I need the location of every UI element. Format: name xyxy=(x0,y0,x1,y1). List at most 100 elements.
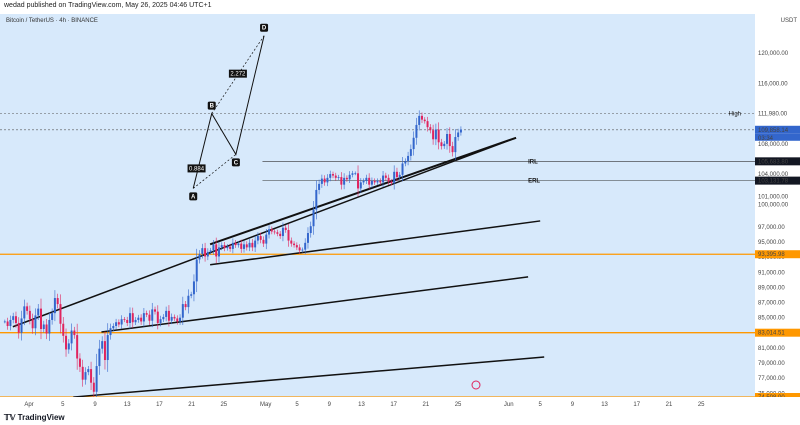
time-axis[interactable]: Apr 5 9 13 17 21 25 May 5 9 13 17 21 25 Jun 5 9 13 17 21 25 xyxy=(0,397,755,410)
candle-body xyxy=(334,175,337,178)
candle-body xyxy=(401,163,404,175)
candle-body xyxy=(259,236,262,240)
candle-body xyxy=(215,244,218,257)
candle-body xyxy=(165,310,168,317)
candle-body xyxy=(231,242,234,249)
x-tick-label: 21 xyxy=(666,402,673,408)
candle-body xyxy=(162,316,165,320)
candle-body xyxy=(248,242,251,248)
x-tick-label: Apr xyxy=(24,402,33,408)
chart-plot-area[interactable]: Bitcoin / TetherUS · 4h · BINANCE IRL ERL A… xyxy=(0,14,755,397)
candle-body xyxy=(167,310,170,321)
candle-body xyxy=(26,306,29,311)
x-tick-label: 25 xyxy=(220,402,227,408)
candle-body xyxy=(142,313,145,322)
candle-body xyxy=(423,119,426,122)
candle-body xyxy=(357,173,360,189)
candle-body xyxy=(393,171,396,184)
candle-body xyxy=(140,317,143,322)
tradingview-logo[interactable]: 𝕋𝕍 TradingView xyxy=(4,413,65,422)
candle-body xyxy=(243,244,246,249)
candle-body xyxy=(20,318,23,333)
y-tick-label: 91,000.00 xyxy=(758,270,785,276)
x-tick-label: 17 xyxy=(633,402,640,408)
candle-body xyxy=(354,173,357,175)
candle-body xyxy=(117,322,120,325)
y-tick-label: 79,000.00 xyxy=(758,361,785,367)
candle-body xyxy=(3,321,6,323)
candle-body xyxy=(12,316,15,320)
candle-body xyxy=(412,137,415,150)
candle-body xyxy=(359,182,362,189)
price-chart[interactable]: Bitcoin / TetherUS · 4h · BINANCE IRL ERL A… xyxy=(0,14,755,397)
candle-body xyxy=(365,177,368,181)
price-axis[interactable]: USDT 120,000.00 116,000.00 111,980.00 108,00… xyxy=(755,14,800,397)
x-tick-label: 25 xyxy=(698,402,705,408)
pattern-point-c-label: C xyxy=(234,160,239,166)
candle-body xyxy=(195,259,198,282)
candle-body xyxy=(179,317,182,322)
candle-body xyxy=(201,248,204,255)
candle-body xyxy=(73,330,76,336)
candle-body xyxy=(343,177,346,185)
candle-body xyxy=(240,243,243,249)
logo-mark-icon: 𝕋𝕍 xyxy=(4,413,18,422)
candle-body xyxy=(326,177,329,183)
candle-body xyxy=(251,242,254,248)
pattern-point-a-label: A xyxy=(191,194,196,200)
y-tick-label: 97,000.00 xyxy=(758,225,785,231)
candle-body xyxy=(84,372,87,380)
candle-body xyxy=(156,311,159,323)
candle-body xyxy=(404,161,407,164)
candle-body xyxy=(457,132,460,138)
trendline-1 xyxy=(101,276,529,333)
pattern-point-b-label: B xyxy=(210,104,215,110)
pattern-point-a-marker xyxy=(189,192,198,201)
candle-body xyxy=(28,310,31,320)
candle-body xyxy=(42,324,45,330)
candle-body xyxy=(256,236,259,241)
level-label-irl: IRL xyxy=(528,159,538,165)
x-tick-label: 5 xyxy=(61,402,65,408)
candle-body xyxy=(112,326,115,329)
trendline-2 xyxy=(210,220,541,266)
candle-body xyxy=(220,245,223,248)
trendline-4 xyxy=(12,137,517,328)
x-tick-label: 5 xyxy=(539,402,543,408)
candle-body xyxy=(106,335,109,361)
price-label-5: 83,014.51 xyxy=(758,331,785,337)
x-tick-label: 9 xyxy=(571,402,575,408)
candle-body xyxy=(123,319,126,321)
candle-body xyxy=(204,248,207,257)
candle-body xyxy=(345,177,348,180)
candle-body xyxy=(70,330,73,344)
candle-body xyxy=(184,304,187,308)
x-tick-label: 13 xyxy=(601,402,608,408)
candle-body xyxy=(295,245,298,248)
x-tick-label: Jun xyxy=(504,402,514,408)
candle-body xyxy=(134,319,137,323)
candle-body xyxy=(6,321,9,327)
candle-body xyxy=(318,183,321,190)
replay-icon xyxy=(471,380,481,390)
candle-body xyxy=(298,247,301,251)
candle-body xyxy=(407,155,410,162)
candle-body xyxy=(109,328,112,336)
candle-body xyxy=(340,177,343,185)
price-label-6: 74,508.00 xyxy=(758,395,785,397)
trendline-3 xyxy=(209,136,517,246)
currency-label: USDT xyxy=(781,18,798,24)
price-label-6-box xyxy=(755,393,800,397)
y-tick-label: 111,980.00 xyxy=(758,112,788,118)
ratio-label-0-box xyxy=(187,164,206,173)
candle-body xyxy=(323,178,326,183)
y-tick-label: 77,000.00 xyxy=(758,376,785,382)
candle-body xyxy=(409,149,412,156)
candle-body xyxy=(137,317,140,320)
price-label-2: 105,683.80 xyxy=(758,159,789,165)
candle-body xyxy=(254,240,257,248)
price-label-2-box xyxy=(755,157,800,166)
price-label-4-box xyxy=(755,250,800,259)
x-tick-label: 5 xyxy=(295,402,299,408)
candle-body xyxy=(65,335,68,350)
